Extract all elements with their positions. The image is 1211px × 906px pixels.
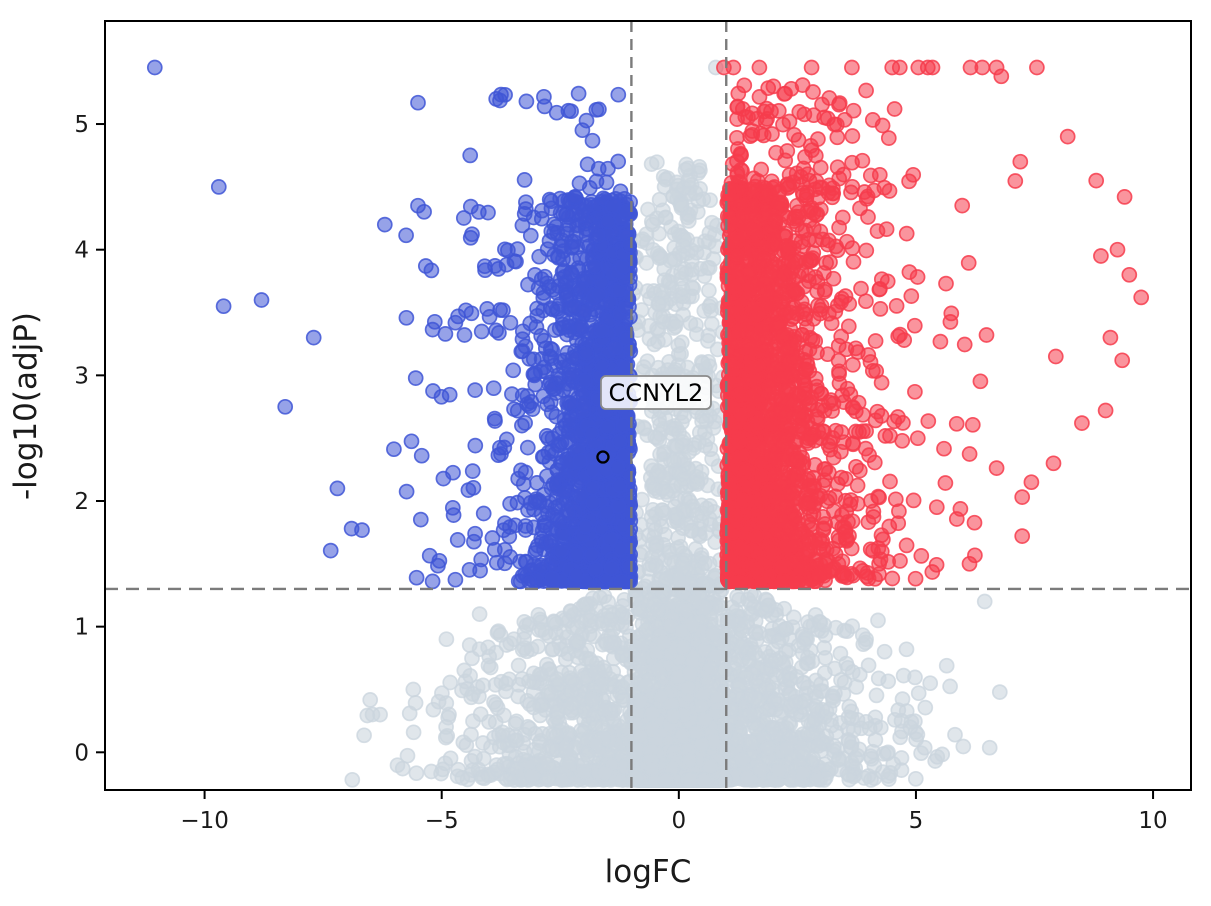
x-tick-label: −10 — [180, 808, 229, 834]
y-axis-label: -log10(adjP) — [8, 312, 44, 500]
extra-points-up — [716, 59, 1150, 472]
annotation-gene-label: CCNYL2 — [609, 379, 704, 407]
x-tick-label: 0 — [672, 808, 687, 834]
cluster-up-high — [724, 77, 922, 201]
y-tick-label: 2 — [74, 489, 89, 515]
annotation-marker-circle — [596, 450, 610, 464]
scatter-points-layer — [146, 59, 1150, 788]
extra-points-nonsig — [372, 59, 993, 723]
extra-points-down — [146, 59, 553, 537]
x-tick-label: 10 — [1138, 808, 1167, 834]
x-tick-label: −5 — [425, 808, 459, 834]
annotation-layer: CCNYL2 — [596, 375, 712, 464]
y-tick-label: 4 — [74, 238, 89, 264]
y-tick-label: 0 — [74, 740, 89, 766]
axes-layer: −10 −5 0 5 10 0 1 2 3 4 5 — [74, 20, 1192, 834]
y-tick-label: 5 — [74, 112, 89, 138]
x-axis-label: logFC — [605, 854, 692, 890]
y-tick-label: 3 — [74, 363, 89, 389]
plot-spines — [104, 20, 1192, 791]
y-tick-label: 1 — [74, 615, 89, 641]
annotation-label-box — [600, 375, 712, 410]
cluster-down-high — [492, 85, 629, 206]
cluster-up-dense — [719, 179, 886, 590]
cluster-nonsig-core — [625, 154, 733, 788]
x-tick-label: 5 — [909, 808, 924, 834]
